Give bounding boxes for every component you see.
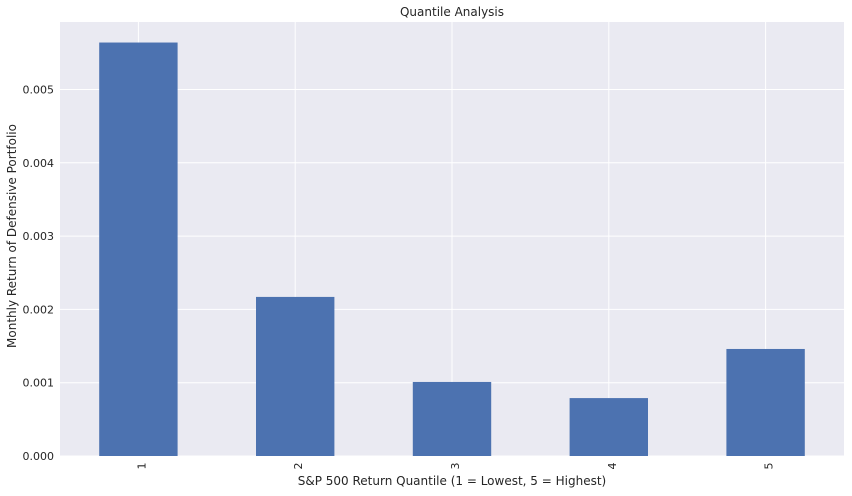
y-tick-label: 0.000 <box>23 450 55 463</box>
y-tick-label: 0.005 <box>23 83 55 96</box>
x-tick-label: 5 <box>763 463 776 470</box>
y-tick-label: 0.004 <box>23 157 55 170</box>
y-tick-label: 0.003 <box>23 230 55 243</box>
x-axis-label: S&P 500 Return Quantile (1 = Lowest, 5 =… <box>298 474 606 488</box>
bar-5 <box>726 348 805 456</box>
bar-3 <box>412 381 492 456</box>
x-tick-label: 3 <box>449 463 462 470</box>
bar-1 <box>99 42 178 456</box>
y-tick-labels: 0.000 0.001 0.002 0.003 0.004 0.005 <box>23 83 55 463</box>
x-tick-label: 2 <box>292 463 305 470</box>
chart-title: Quantile Analysis <box>400 5 504 19</box>
bar-2 <box>256 296 335 456</box>
bar-4 <box>569 398 648 456</box>
y-tick-label: 0.002 <box>23 303 55 316</box>
bars <box>99 42 805 456</box>
x-tick-label: 1 <box>135 463 148 470</box>
y-tick-label: 0.001 <box>23 377 55 390</box>
y-axis-label: Monthly Return of Defensive Portfolio <box>5 124 19 348</box>
x-tick-labels: 1 2 3 4 5 <box>135 463 775 470</box>
x-tick-label: 4 <box>606 463 619 470</box>
